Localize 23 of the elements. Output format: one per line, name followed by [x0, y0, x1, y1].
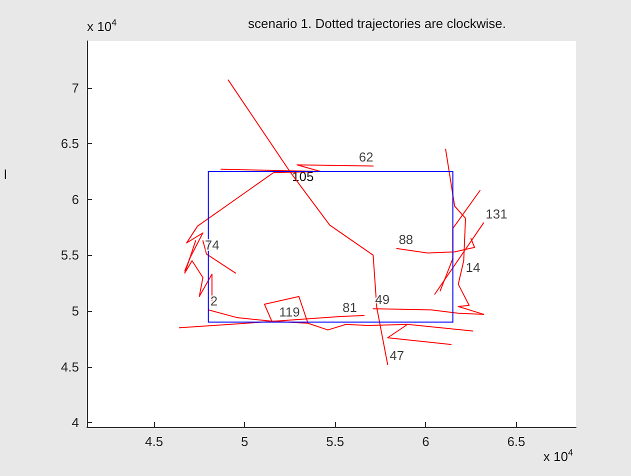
annotation: 119 — [279, 304, 300, 320]
y-tick-label: 4 — [72, 415, 79, 430]
y-tick-label: 6.5 — [60, 136, 79, 152]
annotation: 105 — [292, 169, 314, 184]
y-tick-label: 4.5 — [60, 359, 79, 374]
annotation: 62 — [358, 149, 374, 164]
x-tick-label: 4.5 — [144, 434, 164, 449]
annotation: 131 — [486, 206, 508, 222]
x-tick-label: 6.5 — [507, 434, 526, 449]
y-tick-label: 5 — [72, 303, 79, 318]
y-tick-label: 5.5 — [60, 248, 79, 263]
annotation: 2 — [210, 293, 218, 308]
x-tick-label: 6 — [422, 434, 430, 449]
x-tick-label: 5.5 — [326, 434, 344, 449]
chart-title: scenario 1. Dotted trajectories are clockwise. — [248, 16, 506, 31]
x-tick-label: 5 — [240, 434, 248, 449]
y-axis-title: l — [4, 167, 7, 182]
y-tick-label: 7 — [72, 80, 79, 96]
y-tick-label: 6 — [72, 192, 79, 207]
annotation: 81 — [342, 300, 358, 316]
annotation: 88 — [398, 232, 414, 248]
annotation: 47 — [390, 348, 404, 364]
annotation: 14 — [466, 260, 480, 275]
